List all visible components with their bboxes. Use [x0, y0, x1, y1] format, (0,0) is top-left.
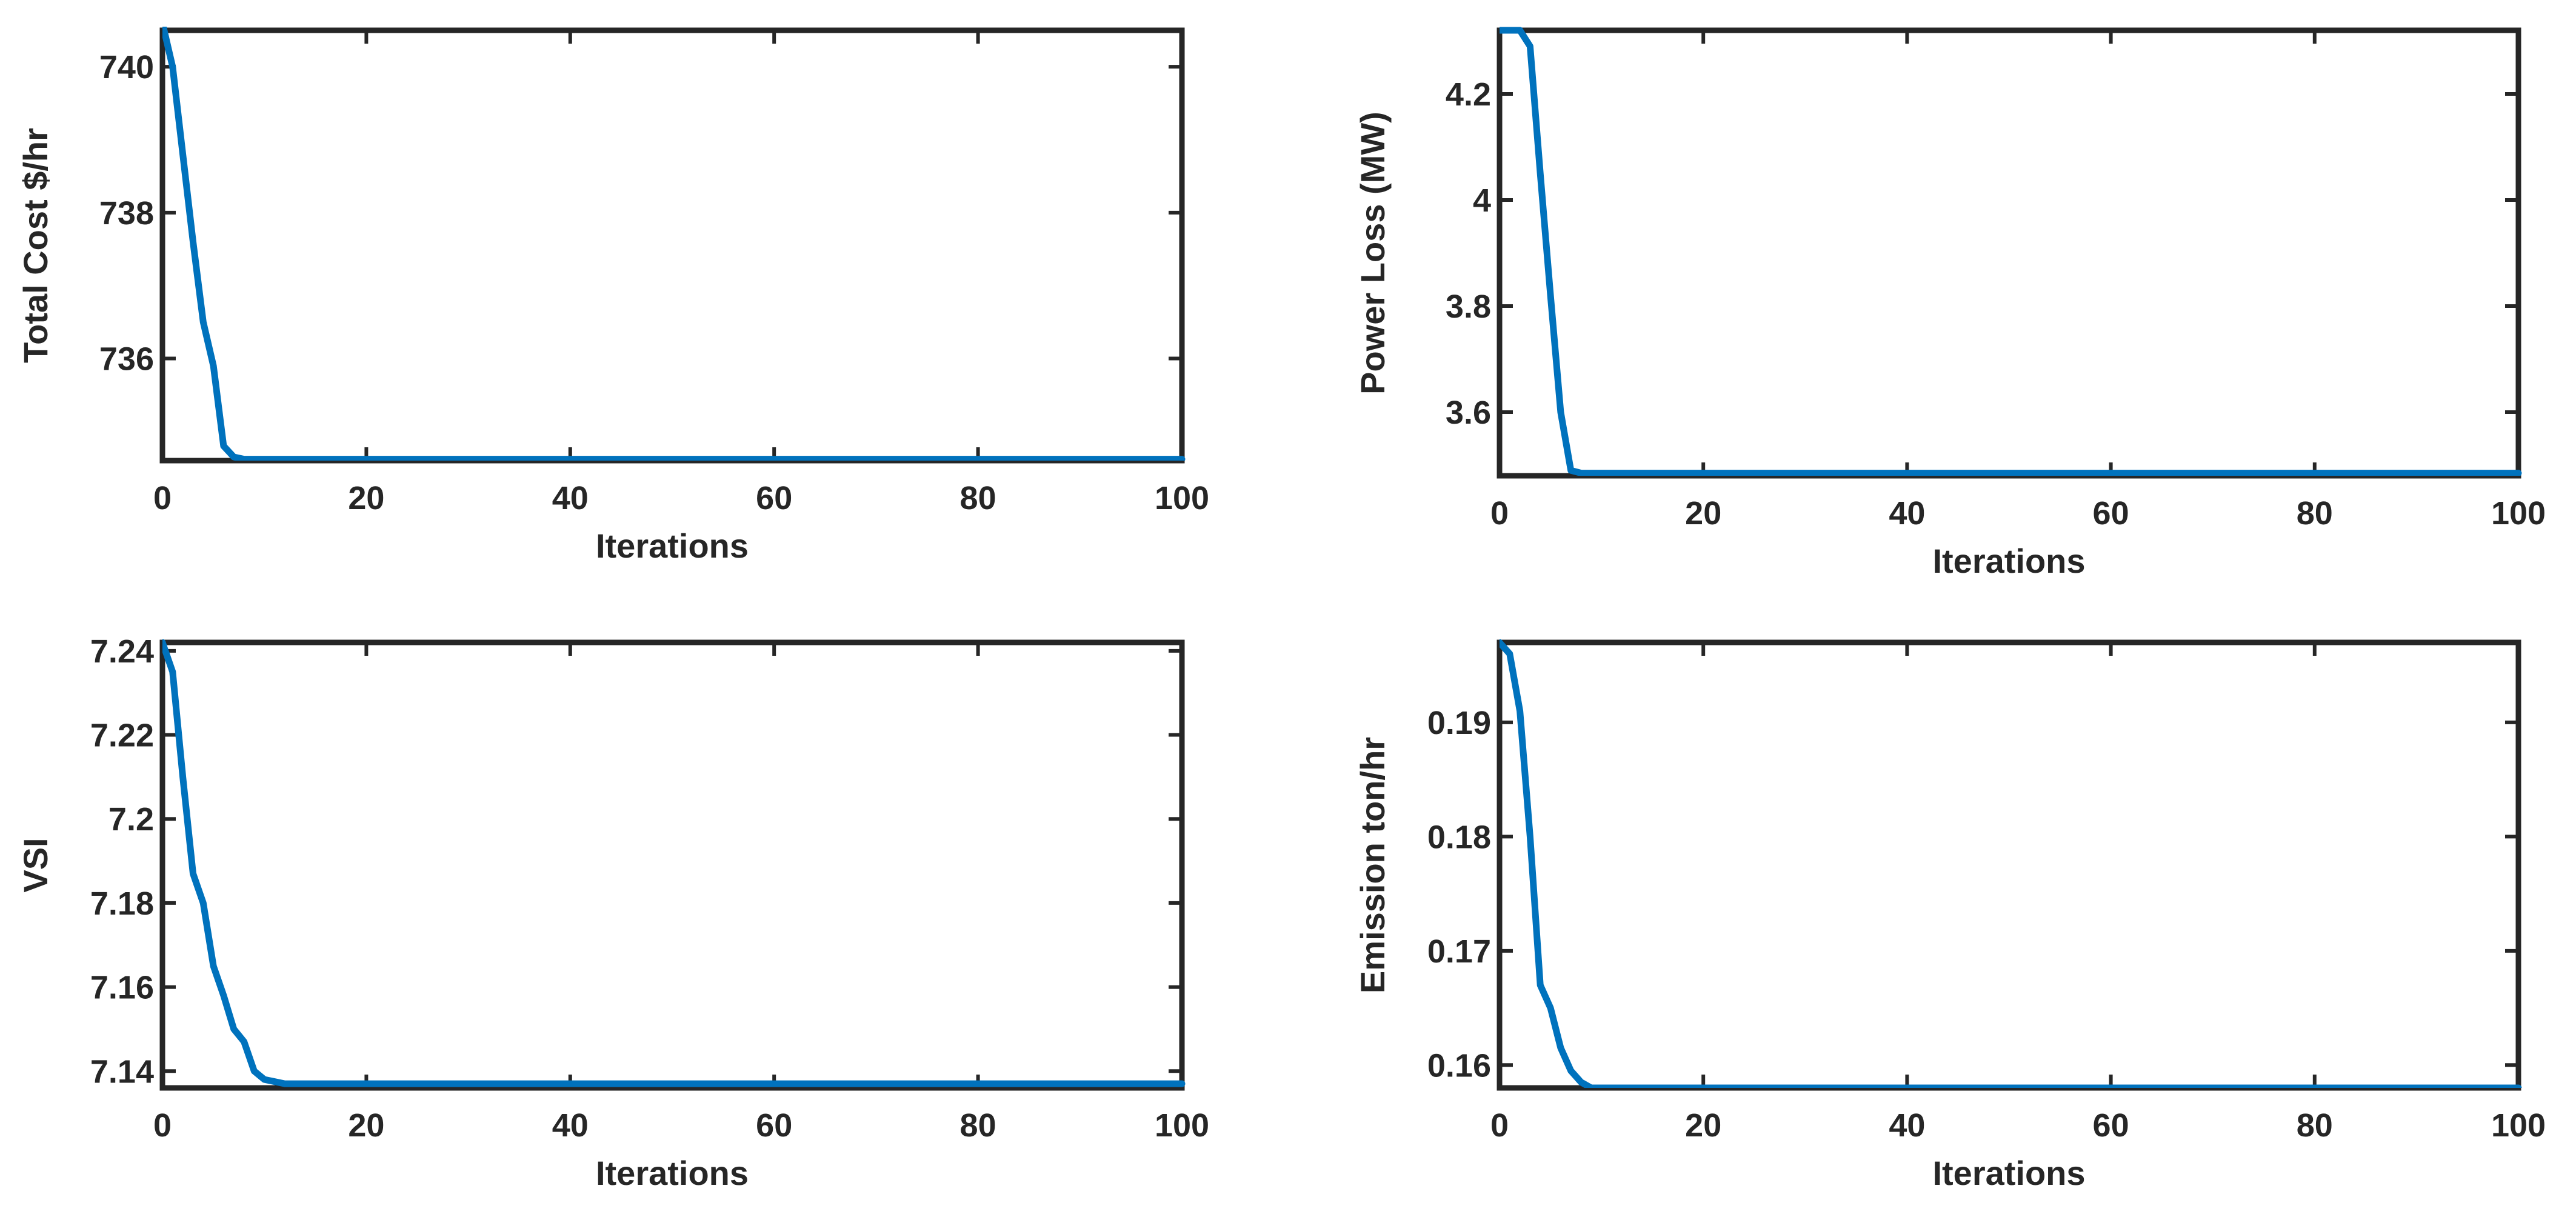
- x-tick-label: 20: [348, 480, 384, 516]
- y-axis-title: Emission ton/hr: [1353, 737, 1392, 993]
- y-tick-label: 4: [1473, 182, 1491, 219]
- x-axis-title: Iterations: [1932, 1154, 2085, 1192]
- y-tick-label: 0.17: [1427, 933, 1491, 970]
- x-axis-title: Iterations: [1932, 542, 2085, 580]
- x-tick-label: 100: [1155, 480, 1209, 516]
- x-tick-label: 80: [960, 1107, 996, 1144]
- x-tick-label: 40: [552, 1107, 589, 1144]
- plot-frame: [159, 27, 1185, 464]
- x-tick-label: 20: [1685, 495, 1721, 532]
- x-tick-label: 80: [2297, 495, 2333, 532]
- subplot-vsi: 0 20 40 60 80 100 7.14 7.16 7.18 7.2 7.22 7.24 Itera…: [16, 633, 1209, 1192]
- x-tick-label: 60: [2093, 495, 2129, 532]
- x-tick-label: 80: [2297, 1107, 2333, 1144]
- y-tick-label: 7.22: [90, 718, 154, 754]
- y-tick-label: 738: [99, 195, 154, 232]
- x-axis-title: Iterations: [596, 1154, 749, 1192]
- x-tick-label: 40: [552, 480, 589, 516]
- x-tick-label: 40: [1889, 495, 1925, 532]
- x-tick-label: 60: [756, 480, 792, 516]
- y-tick-label: 3.6: [1446, 395, 1491, 431]
- y-tick-label: 0.18: [1427, 819, 1491, 855]
- subplot-total-cost: 0 20 40 60 80 100 736 738 740 Iterations Total Cos…: [16, 22, 1209, 565]
- subplot-power-loss: 0 20 40 60 80 100 3.6 3.8 4 4.2 Iterations Power Lo…: [1353, 27, 2546, 580]
- x-tick-label: 100: [1155, 1107, 1209, 1144]
- x-tick-label: 20: [348, 1107, 384, 1144]
- x-tick-label: 0: [1490, 495, 1509, 532]
- y-tick-label: 3.8: [1446, 288, 1491, 325]
- y-axis-title: Power Loss (MW): [1353, 112, 1392, 395]
- x-tick-label: 0: [1490, 1107, 1509, 1144]
- y-tick-label: 7.18: [90, 885, 154, 922]
- plot-frame: [1497, 639, 2521, 1091]
- x-tick-label: 100: [2491, 495, 2546, 532]
- x-tick-label: 20: [1685, 1107, 1721, 1144]
- y-tick-label: 7.16: [90, 970, 154, 1006]
- plot-frame: [159, 639, 1185, 1091]
- plot-frame: [1497, 27, 2521, 479]
- x-tick-label: 80: [960, 480, 996, 516]
- y-axis-title: VSI: [16, 838, 55, 892]
- x-tick-label: 60: [756, 1107, 792, 1144]
- y-tick-label: 0.16: [1427, 1047, 1491, 1084]
- y-tick-label: 740: [99, 49, 154, 85]
- subplot-emission: 0 20 40 60 80 100 0.16 0.17 0.18 0.19 Iterations Em…: [1353, 639, 2546, 1192]
- x-tick-label: 40: [1889, 1107, 1925, 1144]
- y-tick-label: 7.24: [90, 633, 154, 670]
- series-line: [162, 639, 1186, 1087]
- y-tick-label: 7.14: [90, 1053, 154, 1090]
- y-tick-label: 7.2: [108, 801, 154, 838]
- x-axis-title: Iterations: [596, 527, 749, 565]
- x-tick-label: 60: [2093, 1107, 2129, 1144]
- y-tick-label: 736: [99, 341, 154, 378]
- y-tick-label: 0.19: [1427, 705, 1491, 741]
- series-line: [1500, 639, 2522, 1088]
- x-tick-label: 0: [153, 480, 172, 516]
- y-axis-title: Total Cost $/hr: [16, 128, 55, 363]
- y-tick-label: 4.2: [1446, 76, 1491, 113]
- x-tick-label: 0: [153, 1107, 172, 1144]
- x-tick-label: 100: [2491, 1107, 2546, 1144]
